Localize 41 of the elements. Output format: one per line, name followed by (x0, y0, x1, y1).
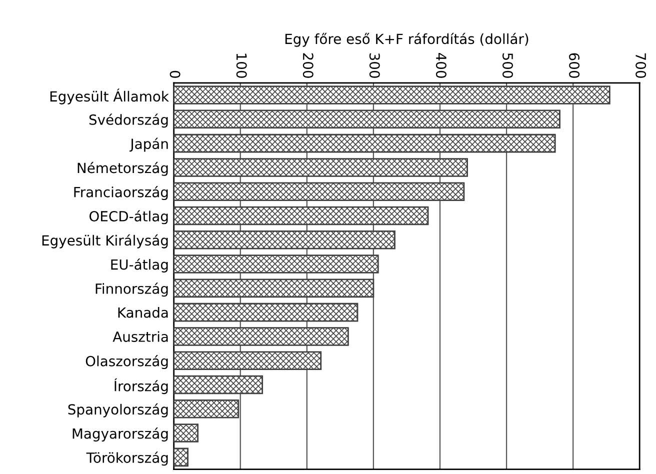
x-tick-label: 700 (636, 53, 646, 78)
bar (174, 302, 358, 322)
bar (174, 254, 379, 274)
y-tick-label: Japán (130, 138, 168, 152)
y-tick-label: OECD-átlag (90, 210, 168, 224)
y-tick-label: Egyesült Államok (50, 88, 169, 104)
x-tick-label: 500 (502, 53, 513, 78)
y-tick-label: Magyarország (72, 427, 168, 442)
bar (174, 110, 560, 129)
x-tick-label: 400 (436, 52, 446, 78)
y-tick-label: EU-átlag (111, 258, 168, 272)
y-tick-label: Kanada (118, 307, 168, 318)
bar (174, 158, 468, 177)
bar (174, 230, 396, 250)
y-tick-label: Franciaország (74, 186, 168, 200)
x-tick-label: 600 (569, 53, 580, 78)
y-tick-label: Törökország (86, 452, 168, 466)
bar (174, 424, 198, 442)
bar (174, 206, 429, 226)
y-tick-label: Ausztria (112, 331, 168, 342)
x-tick-label: 300 (369, 53, 380, 78)
y-tick-label: Spanyolország (68, 403, 168, 418)
y-tick-label: Írország (114, 378, 168, 394)
bar (174, 400, 240, 418)
x-axis-title: Egy főre eső K+F ráfordítás (dollár) (285, 32, 528, 47)
bar (174, 375, 264, 394)
x-tick-label: 200 (302, 53, 314, 78)
bar (174, 327, 349, 346)
y-tick-label: Olaszország (86, 355, 168, 370)
x-tick-label: 100 (236, 54, 247, 78)
y-tick-label: Egyesült Királyság (42, 234, 168, 248)
bar (174, 448, 189, 467)
y-tick-label: Németország (78, 162, 168, 176)
x-tick-label: 0 (170, 70, 180, 78)
bar (174, 134, 556, 153)
bar (174, 351, 322, 370)
bar (174, 86, 610, 104)
bar (174, 182, 465, 201)
bar (174, 278, 374, 298)
y-tick-label: Svédország (89, 114, 168, 128)
y-tick-label: Finnország (96, 282, 168, 297)
